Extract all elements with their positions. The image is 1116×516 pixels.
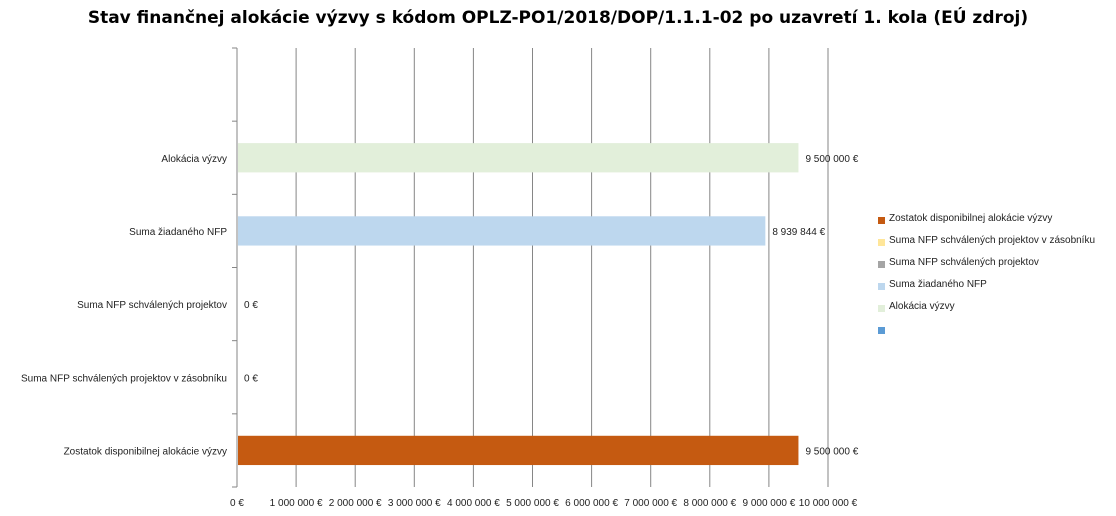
x-tick-label: 5 000 000 € bbox=[506, 498, 559, 509]
legend-label: Suma NFP schválených projektov bbox=[889, 257, 1039, 268]
category-label: Suma NFP schválených projektov v zásobní… bbox=[21, 373, 227, 384]
x-tick-label: 10 000 000 € bbox=[799, 498, 858, 509]
x-tick-label: 9 000 000 € bbox=[742, 498, 795, 509]
legend-swatch bbox=[878, 217, 885, 224]
category-label: Suma žiadaného NFP bbox=[129, 227, 227, 238]
legend-swatch bbox=[878, 327, 885, 334]
legend-label: Zostatok disponibilnej alokácie výzvy bbox=[889, 213, 1053, 224]
legend-label: Suma NFP schválených projektov v zásobní… bbox=[889, 235, 1096, 246]
data-label: 0 € bbox=[244, 300, 258, 311]
legend-label: Alokácia výzvy bbox=[889, 301, 955, 312]
x-tick-label: 3 000 000 € bbox=[388, 498, 441, 509]
legend-swatch bbox=[878, 239, 885, 246]
bar bbox=[238, 435, 799, 466]
x-tick-label: 1 000 000 € bbox=[270, 498, 323, 509]
legend-swatch bbox=[878, 261, 885, 268]
legend-swatch bbox=[878, 283, 885, 290]
data-label: 9 500 000 € bbox=[805, 446, 858, 457]
data-label: 8 939 844 € bbox=[772, 227, 825, 238]
data-label: 0 € bbox=[244, 373, 258, 384]
category-label: Suma NFP schválených projektov bbox=[77, 300, 227, 311]
x-tick-label: 8 000 000 € bbox=[683, 498, 736, 509]
x-tick-label: 0 € bbox=[230, 498, 244, 509]
bar bbox=[238, 143, 799, 173]
x-tick-label: 7 000 000 € bbox=[624, 498, 677, 509]
legend-label: Suma žiadaného NFP bbox=[889, 279, 987, 290]
x-tick-label: 4 000 000 € bbox=[447, 498, 500, 509]
chart-title: Stav finančnej alokácie výzvy s kódom OP… bbox=[87, 8, 1029, 28]
category-label: Alokácia výzvy bbox=[161, 154, 227, 165]
x-tick-label: 6 000 000 € bbox=[565, 498, 618, 509]
data-label: 9 500 000 € bbox=[805, 154, 858, 165]
legend-swatch bbox=[878, 305, 885, 312]
bar bbox=[238, 216, 766, 246]
x-tick-label: 2 000 000 € bbox=[329, 498, 382, 509]
category-label: Zostatok disponibilnej alokácie výzvy bbox=[64, 446, 227, 457]
